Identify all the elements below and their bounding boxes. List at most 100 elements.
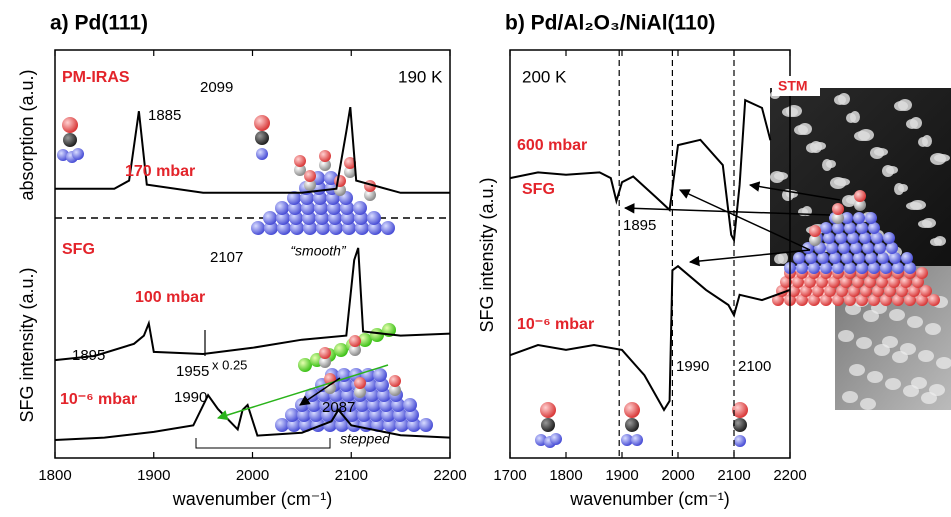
arrows — [216, 181, 841, 421]
stm-particle — [910, 117, 922, 129]
atom — [370, 328, 384, 342]
stm-particle — [856, 337, 872, 349]
atom — [255, 131, 269, 145]
atom — [856, 294, 868, 306]
atom — [373, 368, 387, 382]
y-axis-label: SFG intensity (a.u.) — [477, 177, 497, 332]
atom — [880, 262, 892, 274]
atom — [883, 232, 895, 244]
spectrum — [55, 106, 450, 194]
atom — [251, 221, 265, 235]
atom — [826, 242, 838, 254]
section-label: STM — [778, 78, 808, 94]
peak-label: 2107 — [210, 249, 243, 266]
atom — [820, 294, 832, 306]
atom — [844, 222, 856, 234]
stm-particle — [936, 357, 951, 369]
atom — [860, 285, 872, 297]
stm-particle — [925, 323, 941, 335]
atom — [256, 148, 268, 160]
atom — [892, 294, 904, 306]
x-tick-label: 2200 — [773, 467, 806, 484]
stm-particle — [858, 129, 874, 141]
atom — [832, 262, 844, 274]
stm-particle — [929, 384, 945, 396]
atom — [344, 157, 356, 169]
atom — [901, 252, 913, 264]
atom — [850, 242, 862, 254]
atom — [298, 358, 312, 372]
atom — [793, 252, 805, 264]
stm-particle — [900, 343, 916, 355]
co-molecule — [621, 402, 643, 446]
atom — [808, 262, 820, 274]
atom — [796, 262, 808, 274]
arrow — [688, 249, 811, 267]
co-molecule — [254, 115, 270, 160]
atom — [852, 276, 864, 288]
atom — [908, 285, 920, 297]
stm-particle — [910, 200, 926, 210]
stm-particle — [834, 178, 850, 186]
atom — [854, 199, 866, 211]
stm-particle — [922, 135, 932, 147]
x-tick-label: 2000 — [661, 467, 694, 484]
atom — [862, 242, 874, 254]
atom — [848, 285, 860, 297]
atom — [324, 382, 336, 394]
atom — [854, 190, 866, 202]
x-tick-label: 2100 — [335, 467, 368, 484]
stm-particle — [885, 378, 901, 390]
stm-particle — [774, 172, 788, 180]
cluster — [251, 171, 395, 235]
atom — [540, 402, 556, 418]
stm-particle — [850, 111, 860, 123]
arrow — [748, 181, 841, 201]
x-tick-label: 1700 — [493, 467, 526, 484]
atom — [354, 377, 366, 389]
atom — [847, 232, 859, 244]
atom — [809, 234, 821, 246]
stm-particle — [826, 160, 836, 168]
peak-label: 2100 — [738, 358, 771, 375]
atom — [535, 434, 547, 446]
atom — [389, 375, 401, 387]
atom — [865, 252, 877, 264]
atom — [904, 294, 916, 306]
atom — [344, 166, 356, 178]
atom — [888, 276, 900, 288]
atom — [287, 191, 301, 205]
y-axis-label: absorption (a.u.) — [17, 69, 37, 200]
stm-particle — [842, 391, 858, 403]
atom — [817, 252, 829, 264]
atom — [337, 368, 351, 382]
atom — [349, 335, 361, 347]
atom — [541, 418, 555, 432]
atom — [812, 285, 824, 297]
atom — [829, 252, 841, 264]
atom — [856, 222, 868, 234]
x-axis-label: wavenumber (cm⁻¹) — [172, 489, 333, 509]
atom — [304, 179, 316, 191]
peak-label: 2087 — [322, 399, 355, 416]
stm-particle — [860, 398, 876, 410]
peak-label: 1990 — [174, 389, 207, 406]
y-axis-label: SFG intensity (a.u.) — [17, 267, 37, 422]
atom — [872, 285, 884, 297]
atom — [275, 201, 289, 215]
co-molecule — [57, 117, 84, 163]
section-label: PM-IRAS — [62, 69, 130, 86]
atom — [816, 276, 828, 288]
atom — [904, 262, 916, 274]
spectrum — [54, 247, 451, 362]
spectrum — [509, 264, 791, 412]
x-tick-label: 1900 — [137, 467, 170, 484]
stm-particle — [798, 123, 812, 135]
section-label: 190 K — [398, 67, 443, 86]
atom — [804, 276, 816, 288]
stm-particle — [814, 142, 826, 150]
atom — [294, 155, 306, 167]
atom — [876, 276, 888, 288]
stm-particle — [838, 93, 850, 105]
